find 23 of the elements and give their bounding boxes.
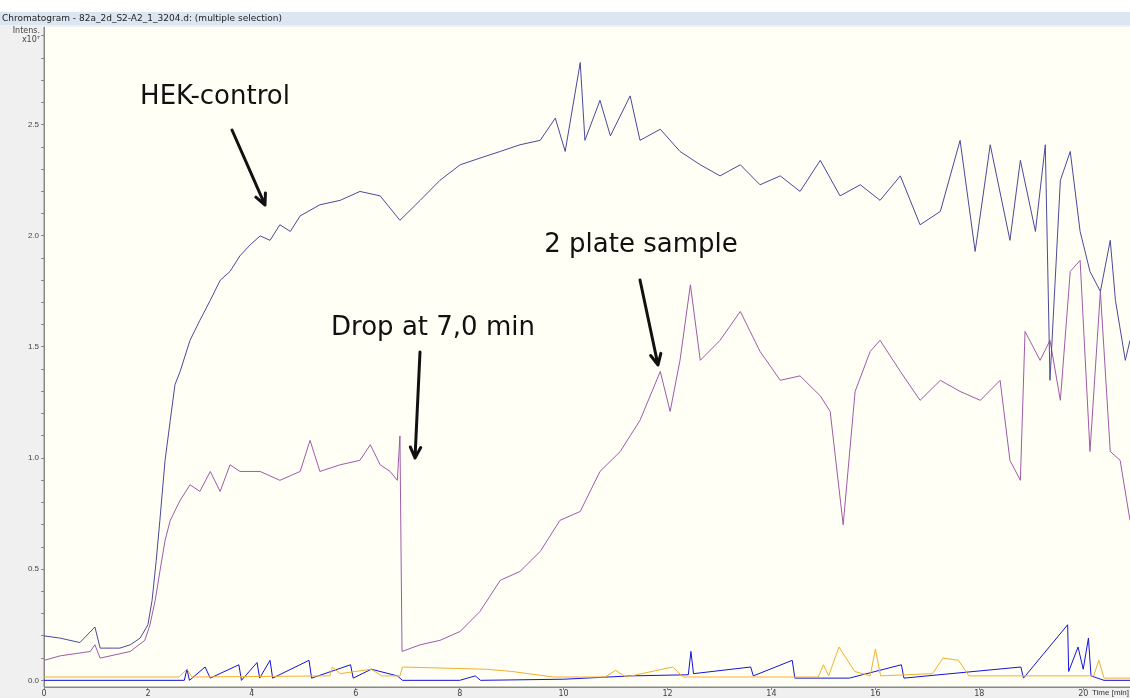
x-tick-label: 14 <box>766 689 777 698</box>
x-tick-label: 16 <box>870 689 881 698</box>
x-tick-label: 8 <box>457 689 463 698</box>
x-tick-label: 6 <box>353 689 359 698</box>
y-tick-label: 0.0 <box>27 675 40 685</box>
x-tick-label: 18 <box>974 689 985 698</box>
y-axis-title: Intens. x10⁷ <box>11 26 40 44</box>
x-axis-title: Time [min] <box>1091 688 1129 698</box>
y-tick-label: 0.5 <box>27 564 40 574</box>
y-tick-label: 2.0 <box>27 231 40 241</box>
x-tick-label: 0 <box>41 689 47 698</box>
x-tick-label: 2 <box>145 689 151 698</box>
y-tick-label: 1.0 <box>27 453 40 463</box>
annotation: 2 plate sample <box>544 227 738 258</box>
y-tick-label: 2.5 <box>27 119 40 129</box>
annotation: Drop at 7,0 min <box>331 310 535 341</box>
x-tick-label: 12 <box>662 689 673 698</box>
x-tick-label: 20 <box>1078 689 1089 698</box>
annotation: HEK-control <box>140 79 290 110</box>
x-tick-label: 4 <box>249 689 255 698</box>
chart-title: Chromatogram - 82a_2d_S2-A2_1_3204.d: (multiple selection) <box>0 12 1130 25</box>
x-tick-label: 10 <box>558 689 569 698</box>
y-tick-label: 1.5 <box>27 342 40 352</box>
